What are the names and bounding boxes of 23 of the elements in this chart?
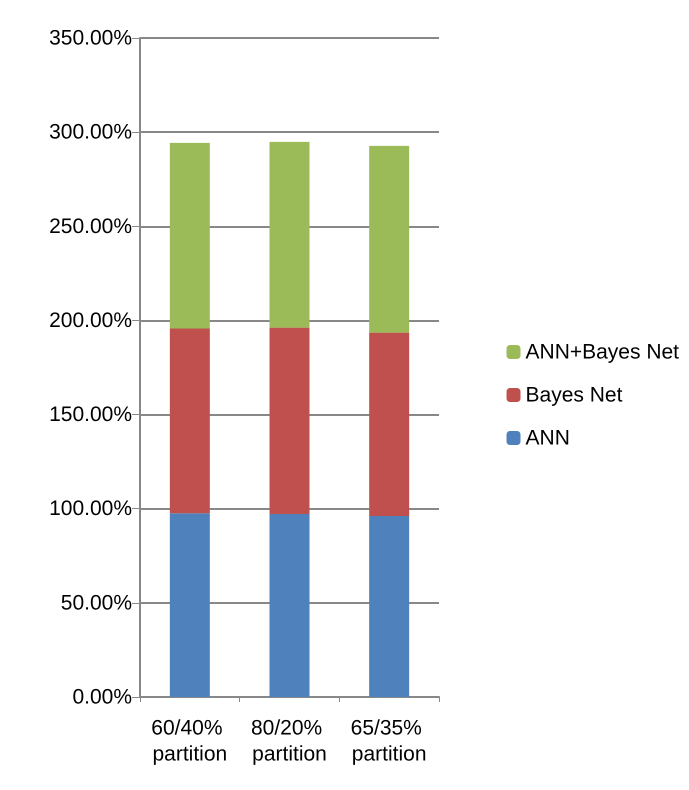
legend-label: Bayes Net bbox=[526, 384, 623, 406]
bar bbox=[270, 142, 310, 328]
x-tick-label: 80/20% partition bbox=[250, 716, 328, 766]
y-tick-label: 150.00% bbox=[49, 403, 132, 426]
legend-label: ANN bbox=[526, 426, 570, 450]
bar bbox=[170, 142, 210, 329]
x-tick-label: 65/35% partition bbox=[350, 716, 428, 766]
bar bbox=[369, 146, 410, 333]
y-tick-label: 100.00% bbox=[49, 497, 132, 520]
bar bbox=[170, 513, 210, 697]
y-tick-label: 0.00% bbox=[72, 686, 132, 708]
bar bbox=[270, 328, 310, 514]
bar bbox=[170, 328, 210, 514]
y-tick-label: 300.00% bbox=[49, 120, 132, 144]
bar bbox=[369, 516, 410, 697]
x-tick-label: 60/40% partition bbox=[151, 716, 228, 766]
y-tick-label: 200.00% bbox=[49, 308, 132, 332]
y-tick-label: 250.00% bbox=[49, 214, 132, 238]
y-tick-label: 350.00% bbox=[49, 26, 132, 50]
legend-label: ANN+Bayes Net bbox=[526, 340, 680, 364]
bar bbox=[270, 514, 310, 697]
y-tick-label: 50.00% bbox=[60, 591, 132, 614]
bar bbox=[369, 332, 410, 516]
